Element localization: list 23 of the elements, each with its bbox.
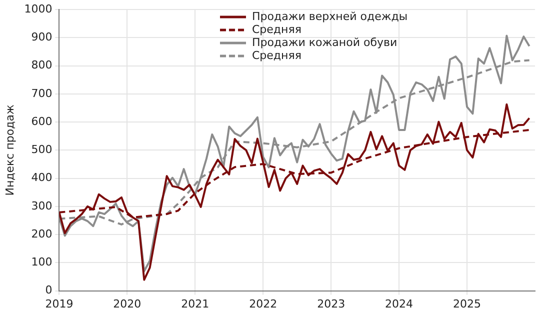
- x-tick-label: 2022: [249, 297, 278, 310]
- x-tick-label: 2023: [317, 297, 346, 310]
- y-tick-label: 1000: [24, 2, 52, 16]
- y-tick-label: 700: [31, 86, 52, 100]
- y-tick-label: 500: [31, 143, 52, 156]
- x-tick-label: 2025: [453, 297, 482, 310]
- legend-label: Продажи кожаной обуви: [252, 36, 398, 49]
- y-tick-label: 800: [31, 58, 52, 72]
- x-tick-label: 2021: [181, 297, 210, 310]
- legend-label: Средняя: [252, 49, 302, 62]
- legend-label: Продажи верхней одежды: [252, 10, 408, 23]
- x-tick-label: 2024: [385, 297, 414, 310]
- y-tick-label: 100: [31, 256, 52, 269]
- y-tick-label: 300: [31, 199, 52, 212]
- y-tick-label: 600: [31, 114, 52, 128]
- y-tick-label: 0: [45, 284, 52, 297]
- legend-label: Средняя: [252, 23, 302, 36]
- y-tick-label: 400: [31, 171, 52, 184]
- y-tick-label: 200: [31, 227, 52, 240]
- y-axis-title: Индекс продаж: [3, 104, 16, 196]
- y-tick-label: 900: [31, 30, 52, 44]
- x-tick-label: 2019: [45, 297, 74, 310]
- x-tick-label: 2020: [113, 297, 142, 310]
